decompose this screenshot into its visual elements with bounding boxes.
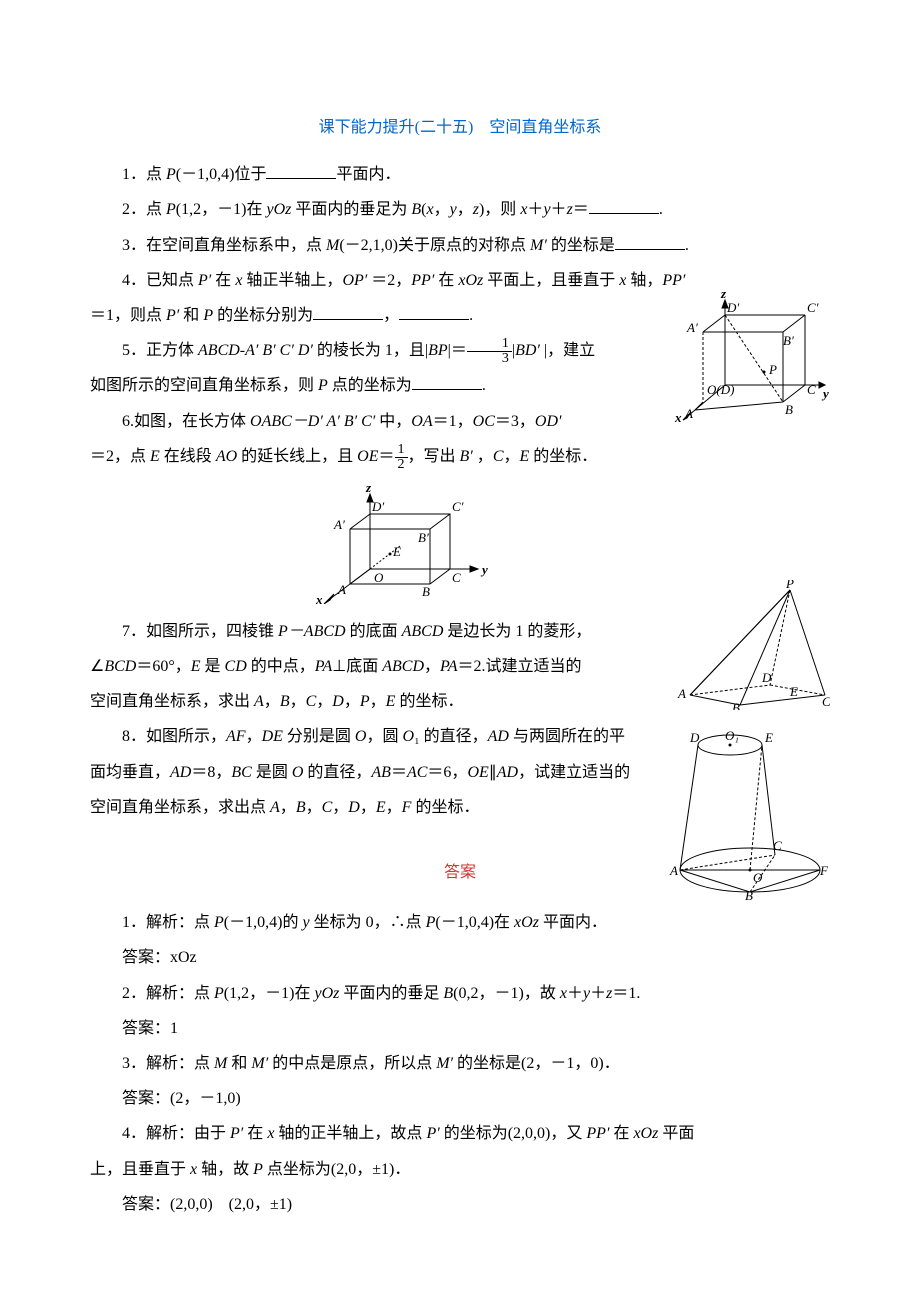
q4-text-2: ＝1，则点 P′ 和 P 的坐标分别为，.: [90, 307, 473, 324]
q2-text: 2．点 P(1,2，－1)在 yOz 平面内的垂足为 B(x，y，z)，则 x＋…: [122, 201, 663, 218]
answer-3: 答案：(2，－1,0): [90, 1081, 830, 1116]
figure-cube: z y x D′ C′ A′ B′ O(D) C A B P: [665, 290, 830, 425]
question-7-line2: ∠BCD＝60°，E 是 CD 的中点，PA⊥底面 ABCD，PA＝2.试建立适…: [90, 649, 660, 684]
svg-text:C′: C′: [452, 499, 464, 514]
question-5: 5．正方体 ABCD-A′ B′ C′ D′ 的棱长为 1，且|BP|＝13|B…: [90, 333, 660, 368]
question-6-line2: ＝2，点 E 在线段 AO 的延长线上，且 OE＝12，写出 B′ ，C，E 的…: [90, 439, 660, 474]
question-6: 6.如图，在长方体 OABC－D′ A′ B′ C′ 中，OA＝1，OC＝3，O…: [90, 404, 660, 439]
svg-text:x: x: [674, 410, 682, 425]
question-2: 2．点 P(1,2，－1)在 yOz 平面内的垂足为 B(x，y，z)，则 x＋…: [90, 192, 830, 227]
answer-3-expl: 3．解析：点 M 和 M′ 的中点是原点，所以点 M′ 的坐标是(2，－1，0)…: [90, 1046, 830, 1081]
q4-text: 4．已知点 P′ 在 x 轴正半轴上，OP′ ＝2，PP′ 在 xOz 平面上，…: [122, 272, 685, 289]
svg-text:D: D: [761, 670, 772, 685]
q5-text-a: 5．正方体 ABCD-A′ B′ C′ D′ 的棱长为 1，且|BP|＝: [122, 342, 467, 359]
svg-text:O: O: [374, 570, 384, 585]
figure-pyramid: P A B C D E: [670, 580, 830, 710]
svg-text:E: E: [392, 544, 401, 559]
svg-text:C: C: [773, 838, 782, 853]
question-1: 1．点 P(－1,0,4)位于平面内．: [90, 157, 830, 192]
answer-2-expl: 2．解析：点 P(1,2，－1)在 yOz 平面内的垂足 B(0,2，－1)，故…: [90, 976, 830, 1011]
a2-expl-text: 2．解析：点 P(1,2，－1)在 yOz 平面内的垂足 B(0,2，－1)，故…: [122, 985, 640, 1002]
svg-text:y: y: [480, 562, 488, 577]
answer-1-expl: 1．解析：点 P(－1,0,4)的 y 坐标为 0，∴点 P(－1,0,4)在 …: [90, 905, 830, 940]
figure-cuboid: z y x D′ C′ A′ B′ O C A B E: [310, 484, 500, 604]
svg-text:B′: B′: [418, 530, 429, 545]
answer-4: 答案：(2,0,0) (2,0，±1): [90, 1187, 830, 1222]
svg-text:C: C: [452, 570, 461, 585]
a3-expl-text: 3．解析：点 M 和 M′ 的中点是原点，所以点 M′ 的坐标是(2，－1，0)…: [122, 1055, 620, 1072]
fraction-1-3: 13: [467, 337, 512, 366]
svg-text:z: z: [365, 484, 372, 495]
svg-text:B: B: [785, 402, 793, 417]
question-8-line2: 面均垂直，AD＝8，BC 是圆 O 的直径，AB＝AC＝6，OE∥AD，试建立适…: [90, 755, 660, 790]
svg-text:O(D): O(D): [707, 382, 734, 397]
answer-4-expl: 4．解析：由于 P′ 在 x 轴的正半轴上，故点 P′ 的坐标为(2,0,0)，…: [90, 1116, 830, 1151]
q6-text-a: 6.如图，在长方体 OABC－D′ A′ B′ C′ 中，OA＝1，OC＝3，O…: [122, 413, 562, 430]
svg-text:B: B: [422, 584, 430, 599]
svg-text:D′: D′: [726, 300, 739, 315]
svg-text:A: A: [337, 582, 346, 597]
page: 课下能力提升(二十五) 空间直角坐标系 1．点 P(－1,0,4)位于平面内． …: [0, 0, 920, 1282]
svg-text:E: E: [764, 730, 773, 745]
svg-text:A: A: [677, 686, 686, 701]
svg-text:E: E: [789, 684, 798, 699]
svg-text:O: O: [753, 870, 763, 885]
svg-text:A′: A′: [333, 517, 345, 532]
a4-expl-text: 4．解析：由于 P′ 在 x 轴的正半轴上，故点 P′ 的坐标为(2,0,0)，…: [122, 1125, 694, 1142]
svg-text:C′: C′: [807, 300, 819, 315]
fraction-1-2: 12: [395, 443, 408, 472]
question-7: 7．如图所示，四棱锥 P－ABCD 的底面 ABCD 是边长为 1 的菱形，: [90, 614, 660, 649]
q8-text: 8．如图所示，AF，DE 分别是圆 O，圆 O₁ 的直径，AD 与两圆所在的平: [122, 728, 625, 745]
document-title: 课下能力提升(二十五) 空间直角坐标系: [90, 110, 830, 145]
question-8: 8．如图所示，AF，DE 分别是圆 O，圆 O₁ 的直径，AD 与两圆所在的平: [90, 719, 660, 754]
a1-expl-text: 1．解析：点 P(－1,0,4)的 y 坐标为 0，∴点 P(－1,0,4)在 …: [122, 914, 607, 931]
question-8-line3: 空间直角坐标系，求出点 A，B，C，D，E，F 的坐标．: [90, 790, 660, 825]
question-3: 3．在空间直角坐标系中，点 M(－2,1,0)关于原点的对称点 M′ 的坐标是.: [90, 228, 830, 263]
answer-2: 答案：1: [90, 1011, 830, 1046]
q7-text: 7．如图所示，四棱锥 P－ABCD 的底面 ABCD 是边长为 1 的菱形，: [122, 623, 591, 640]
svg-text:z: z: [720, 290, 727, 301]
svg-text:P: P: [785, 580, 794, 591]
svg-text:F: F: [819, 863, 829, 878]
svg-text:A: A: [684, 406, 693, 421]
q1-text: 1．点 P(－1,0,4)位于平面内．: [122, 166, 400, 183]
answer-1: 答案：xOz: [90, 940, 830, 975]
question-5-line2: 如图所示的空间直角坐标系，则 P 点的坐标为.: [90, 368, 660, 403]
q3-text: 3．在空间直角坐标系中，点 M(－2,1,0)关于原点的对称点 M′ 的坐标是.: [122, 237, 689, 254]
svg-text:B: B: [745, 888, 753, 900]
svg-text:y: y: [821, 386, 829, 401]
svg-text:A: A: [669, 863, 678, 878]
svg-text:C: C: [807, 382, 816, 397]
svg-text:D: D: [689, 730, 700, 745]
answer-4-expl-line2: 上，且垂直于 x 轴，故 P 点坐标为(2,0，±1)．: [90, 1152, 830, 1187]
q6-text-b: ，写出 B′ ，C，E 的坐标．: [408, 448, 598, 465]
svg-text:B′: B′: [783, 333, 794, 348]
figure-circles: D E O₁ A F C B O: [665, 720, 830, 900]
svg-text:C: C: [822, 694, 830, 709]
svg-text:O₁: O₁: [725, 728, 739, 743]
q5-text-b: |BD′ |，建立: [512, 342, 595, 359]
question-7-line3: 空间直角坐标系，求出 A，B，C，D，P，E 的坐标．: [90, 684, 660, 719]
svg-text:D′: D′: [371, 499, 384, 514]
svg-text:P: P: [768, 362, 777, 377]
svg-text:B: B: [732, 700, 740, 710]
svg-text:x: x: [315, 592, 323, 604]
svg-text:A′: A′: [686, 320, 698, 335]
